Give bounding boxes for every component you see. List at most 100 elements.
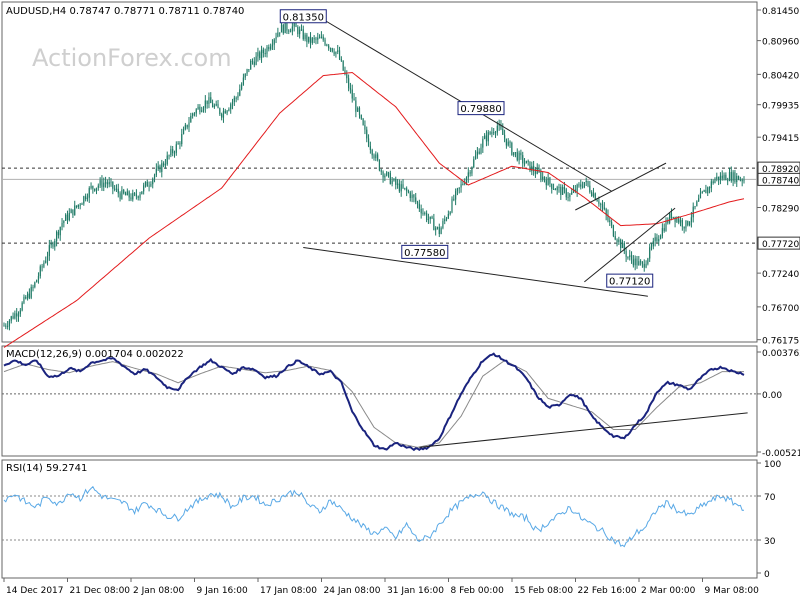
candle xyxy=(505,138,508,149)
candle xyxy=(406,186,408,197)
candle xyxy=(175,141,177,156)
candle xyxy=(186,124,188,130)
candle xyxy=(719,172,722,185)
candle-body xyxy=(32,287,34,289)
candle-body xyxy=(469,172,471,174)
candle xyxy=(50,239,52,249)
x-axis-tick: 17 Jan 08:00 xyxy=(257,578,317,596)
candle xyxy=(705,184,707,194)
candle-body xyxy=(554,189,556,191)
candle xyxy=(342,60,344,72)
candle-body xyxy=(402,184,404,188)
x-axis-tick: 8 Feb 00:00 xyxy=(448,578,504,596)
x-axis-label: 2 Mar 00:00 xyxy=(641,586,696,596)
candle-body xyxy=(531,165,533,172)
candle-body xyxy=(456,188,459,192)
candle-body xyxy=(202,107,205,111)
candle xyxy=(92,185,94,194)
candle-body xyxy=(433,218,435,231)
price-axis-label: 0.78290 xyxy=(762,205,799,215)
candle xyxy=(533,160,535,176)
price-axis-label: 0.79415 xyxy=(762,134,799,144)
candle xyxy=(725,172,727,181)
candle xyxy=(458,187,460,194)
price-axis-tick: 0.76700 xyxy=(757,304,799,314)
candle xyxy=(734,169,736,184)
candle xyxy=(39,264,41,279)
candle xyxy=(253,57,255,68)
candle xyxy=(153,173,156,183)
candle xyxy=(656,233,658,243)
candle xyxy=(37,272,40,284)
candle-body xyxy=(159,165,161,172)
candle-body xyxy=(364,124,366,130)
candle xyxy=(652,237,654,250)
x-axis-label: 24 Jan 08:00 xyxy=(324,586,381,596)
x-axis-tick: 2 Mar 00:00 xyxy=(638,578,696,596)
price-label-text: 0.77120 xyxy=(609,277,650,288)
candle xyxy=(460,180,462,193)
candle xyxy=(108,176,110,188)
candle-body xyxy=(741,179,743,182)
candle xyxy=(255,52,257,66)
candle-body xyxy=(632,259,634,266)
candle-body xyxy=(326,44,328,46)
candle-body xyxy=(95,187,98,191)
candle-body xyxy=(353,98,355,101)
candle xyxy=(469,170,471,177)
candle-body xyxy=(175,144,177,153)
candle xyxy=(357,106,359,113)
candle-body xyxy=(219,108,221,115)
candle xyxy=(224,108,226,114)
price-axis-label: 0.79935 xyxy=(762,102,799,112)
candle-body xyxy=(355,100,357,112)
price-axis-tick: 0.81450 xyxy=(757,7,799,17)
candle xyxy=(572,185,575,194)
candle xyxy=(395,176,397,190)
candle xyxy=(270,43,272,51)
candle xyxy=(215,100,217,107)
candle-body xyxy=(309,36,312,43)
candle-body xyxy=(391,180,393,184)
candle-body xyxy=(342,60,344,71)
candle-body xyxy=(338,50,341,60)
candle xyxy=(14,310,16,320)
candle-body xyxy=(396,183,399,185)
candle xyxy=(110,178,112,187)
candle xyxy=(703,189,705,192)
candle xyxy=(692,202,694,223)
candle-body xyxy=(324,39,326,45)
candle xyxy=(177,141,179,145)
candle-body xyxy=(226,110,228,114)
candle xyxy=(620,238,622,253)
candle xyxy=(320,31,323,39)
candle-body xyxy=(320,36,323,38)
candle xyxy=(148,181,150,192)
candle xyxy=(487,130,489,146)
candle-body xyxy=(115,188,118,190)
candle xyxy=(328,43,330,51)
candle-body xyxy=(493,132,495,134)
candle xyxy=(226,109,228,116)
candle-body xyxy=(636,258,638,266)
candle xyxy=(233,95,235,106)
candle-body xyxy=(246,69,248,74)
candle-body xyxy=(638,261,640,266)
candle xyxy=(404,187,406,191)
candle xyxy=(172,146,174,157)
candle-body xyxy=(601,204,604,208)
x-axis-label: 9 Jan 16:00 xyxy=(197,586,249,596)
candle-body xyxy=(182,129,185,135)
price-axis-tick: 0.76175 xyxy=(757,337,799,347)
candle xyxy=(456,187,459,196)
candle xyxy=(373,153,375,161)
candle xyxy=(190,112,192,123)
candle xyxy=(640,259,642,266)
price-axis-tick: 0.78290 xyxy=(757,205,799,215)
candle xyxy=(57,229,60,239)
candle xyxy=(409,190,411,202)
candle-body xyxy=(262,49,264,54)
candle xyxy=(482,136,484,153)
candle-body xyxy=(676,218,678,222)
candle xyxy=(565,187,567,201)
